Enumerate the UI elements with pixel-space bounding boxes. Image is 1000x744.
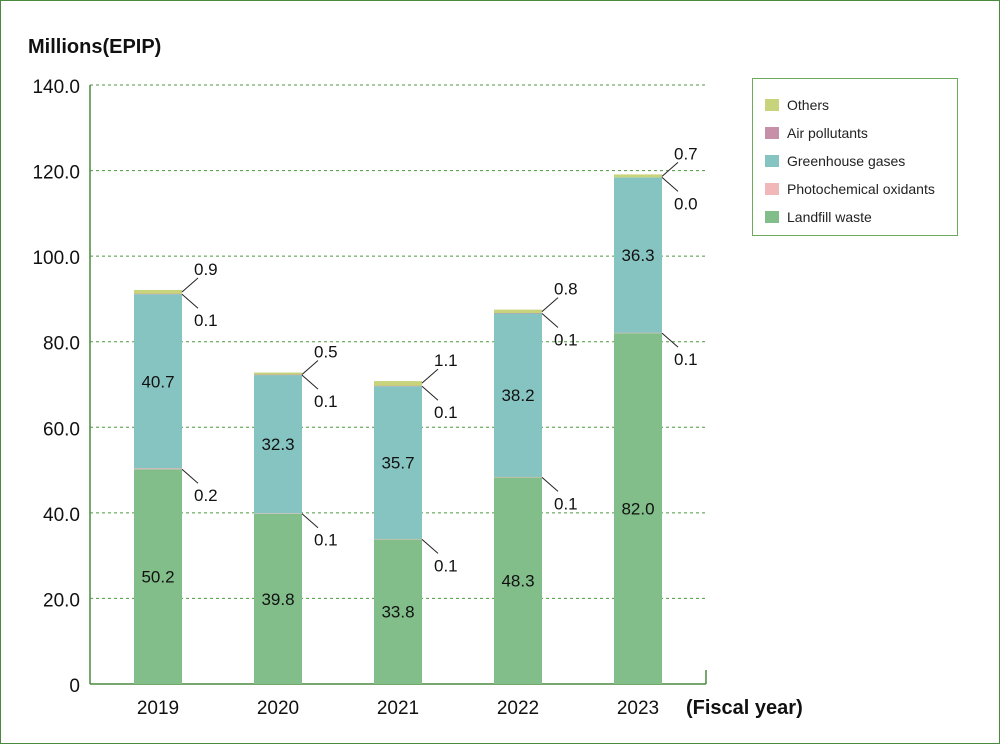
leader-photochemical-oxidants xyxy=(181,468,199,484)
x-tick-label: 2020 xyxy=(257,698,299,719)
data-label-landfill-waste: 48.3 xyxy=(501,572,534,591)
leader-photochemical-oxidants xyxy=(421,539,439,554)
bar-landfill-waste xyxy=(254,513,302,684)
leader-others xyxy=(181,277,199,293)
legend-item-landfill-waste: Landfill waste xyxy=(765,203,957,231)
data-label-photochemical-oxidants: 0.1 xyxy=(434,556,458,575)
bar-landfill-waste xyxy=(494,477,542,684)
leader-air-pollutants xyxy=(541,313,559,328)
data-label-photochemical-oxidants: 0.2 xyxy=(194,486,218,505)
data-label-others: 0.8 xyxy=(554,280,578,299)
legend-swatch-others xyxy=(765,99,779,111)
data-label-air-pollutants: 0.1 xyxy=(554,330,578,349)
data-label-landfill-waste: 50.2 xyxy=(141,568,174,587)
leader-others xyxy=(661,162,679,177)
data-label-landfill-waste: 33.8 xyxy=(381,603,414,622)
y-tick-label: 140.0 xyxy=(32,77,80,98)
bar-greenhouse-gases xyxy=(254,375,302,514)
bar-greenhouse-gases xyxy=(134,294,182,469)
leader-air-pollutants xyxy=(181,293,199,309)
legend-item-others: Others xyxy=(765,91,957,119)
legend-label-greenhouse-gases: Greenhouse gases xyxy=(787,153,906,169)
bar-others xyxy=(374,381,422,386)
x-tick-label: 2019 xyxy=(137,698,179,719)
legend-label-air-pollutants: Air pollutants xyxy=(787,125,868,141)
bar-others xyxy=(254,372,302,375)
x-tick-label: 2022 xyxy=(497,698,539,719)
bar-others xyxy=(614,174,662,178)
data-label-greenhouse-gases: 40.7 xyxy=(141,372,174,391)
data-label-others: 0.5 xyxy=(314,343,338,362)
legend-label-others: Others xyxy=(787,97,830,113)
y-tick-label: 60.0 xyxy=(43,419,80,440)
y-tick-label: 0 xyxy=(69,676,80,697)
legend-item-photochemical-oxidants: Photochemical oxidants xyxy=(765,175,957,203)
x-tick-label: 2023 xyxy=(617,698,659,719)
data-label-others: 0.7 xyxy=(674,144,698,163)
leader-air-pollutants xyxy=(421,385,439,401)
leader-others xyxy=(421,368,439,384)
bar-photochemical-oxidants xyxy=(134,468,182,470)
y-tick-label: 20.0 xyxy=(43,590,80,611)
legend: Others Air pollutants Greenhouse gases P… xyxy=(752,78,958,236)
data-label-air-pollutants: 0.0 xyxy=(674,194,698,213)
bar-landfill-waste xyxy=(614,333,662,684)
leader-photochemical-oxidants xyxy=(541,476,559,492)
data-label-greenhouse-gases: 36.3 xyxy=(621,246,654,265)
data-label-others: 0.9 xyxy=(194,260,218,279)
bar-greenhouse-gases xyxy=(614,177,662,333)
y-tick-label: 80.0 xyxy=(43,334,80,355)
legend-item-air-pollutants: Air pollutants xyxy=(765,119,957,147)
legend-swatch-photochemical-oxidants xyxy=(765,183,779,195)
data-label-photochemical-oxidants: 0.1 xyxy=(554,494,578,513)
leader-air-pollutants xyxy=(661,177,679,192)
data-label-greenhouse-gases: 35.7 xyxy=(381,454,414,473)
bar-others xyxy=(134,289,182,294)
bar-others xyxy=(494,309,542,314)
x-axis-title: (Fiscal year) xyxy=(686,697,803,719)
bar-landfill-waste xyxy=(374,539,422,684)
data-label-landfill-waste: 82.0 xyxy=(621,500,654,519)
bar-greenhouse-gases xyxy=(374,386,422,539)
legend-swatch-greenhouse-gases xyxy=(765,155,779,167)
data-label-others: 1.1 xyxy=(434,351,458,370)
legend-label-photochemical-oxidants: Photochemical oxidants xyxy=(787,181,935,197)
legend-label-landfill-waste: Landfill waste xyxy=(787,209,872,225)
legend-item-greenhouse-gases: Greenhouse gases xyxy=(765,147,957,175)
data-label-photochemical-oxidants: 0.1 xyxy=(674,350,698,369)
x-tick-label: 2021 xyxy=(377,698,419,719)
data-label-air-pollutants: 0.1 xyxy=(314,392,338,411)
data-label-greenhouse-gases: 32.3 xyxy=(261,435,294,454)
data-label-photochemical-oxidants: 0.1 xyxy=(314,531,338,550)
data-label-air-pollutants: 0.1 xyxy=(434,403,458,422)
y-tick-label: 120.0 xyxy=(32,163,80,184)
bar-landfill-waste xyxy=(134,469,182,684)
data-label-air-pollutants: 0.1 xyxy=(194,311,218,330)
y-axis-title: Millions(EPIP) xyxy=(28,36,161,58)
leader-others xyxy=(541,297,559,313)
data-label-landfill-waste: 39.8 xyxy=(261,590,294,609)
y-tick-label: 100.0 xyxy=(32,248,80,269)
legend-swatch-landfill-waste xyxy=(765,211,779,223)
leader-others xyxy=(301,360,319,375)
data-label-greenhouse-gases: 38.2 xyxy=(501,386,534,405)
legend-swatch-air-pollutants xyxy=(765,127,779,139)
leader-photochemical-oxidants xyxy=(301,513,319,529)
y-tick-label: 40.0 xyxy=(43,505,80,526)
leader-photochemical-oxidants xyxy=(661,332,679,348)
bar-greenhouse-gases xyxy=(494,313,542,477)
leader-air-pollutants xyxy=(301,374,319,390)
